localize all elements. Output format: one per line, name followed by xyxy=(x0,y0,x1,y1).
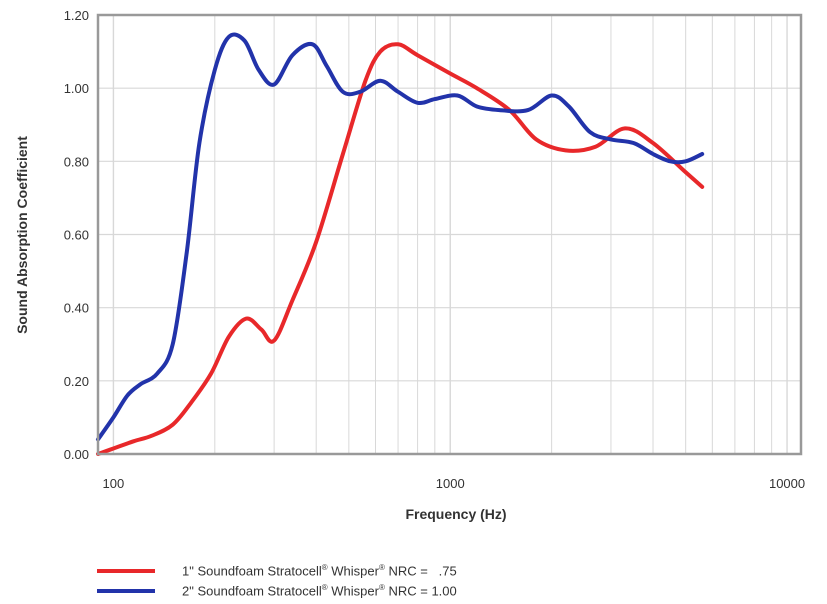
legend-swatch-red xyxy=(97,569,155,573)
y-tick-label: 0.80 xyxy=(64,154,89,169)
legend-item-1inch: 1" Soundfoam Stratocell® Whisper® NRC = … xyxy=(97,561,457,581)
y-tick-label: 1.00 xyxy=(64,81,89,96)
series-line-1inch xyxy=(96,42,705,456)
y-tick-label: 0.20 xyxy=(64,374,89,389)
y-tick-label: 0.40 xyxy=(64,301,89,316)
series-lines xyxy=(96,32,705,456)
y-tick-labels: 0.00 0.20 0.40 0.60 0.80 1.00 1.20 xyxy=(64,8,89,462)
grid-lines xyxy=(98,15,801,454)
legend-item-2inch: 2" Soundfoam Stratocell® Whisper® NRC = … xyxy=(97,581,457,601)
y-tick-label: 0.00 xyxy=(64,447,89,462)
plot-frame xyxy=(96,13,803,456)
y-tick-label: 1.20 xyxy=(64,8,89,23)
series-line-2inch xyxy=(96,32,705,442)
legend: 1" Soundfoam Stratocell® Whisper® NRC = … xyxy=(97,561,457,601)
y-tick-label: 0.60 xyxy=(64,228,89,243)
x-tick-label: 1000 xyxy=(436,476,465,491)
x-tick-labels: 100 1000 10000 xyxy=(103,476,806,491)
legend-swatch-blue xyxy=(97,589,155,593)
legend-label-2inch: 2" Soundfoam Stratocell® Whisper® NRC = … xyxy=(182,583,457,599)
x-axis-title: Frequency (Hz) xyxy=(405,506,506,522)
y-axis-title: Sound Absorption Coefficient xyxy=(14,136,30,334)
legend-label-1inch: 1" Soundfoam Stratocell® Whisper® NRC = … xyxy=(182,563,457,579)
x-tick-label: 10000 xyxy=(769,476,805,491)
x-tick-label: 100 xyxy=(103,476,125,491)
